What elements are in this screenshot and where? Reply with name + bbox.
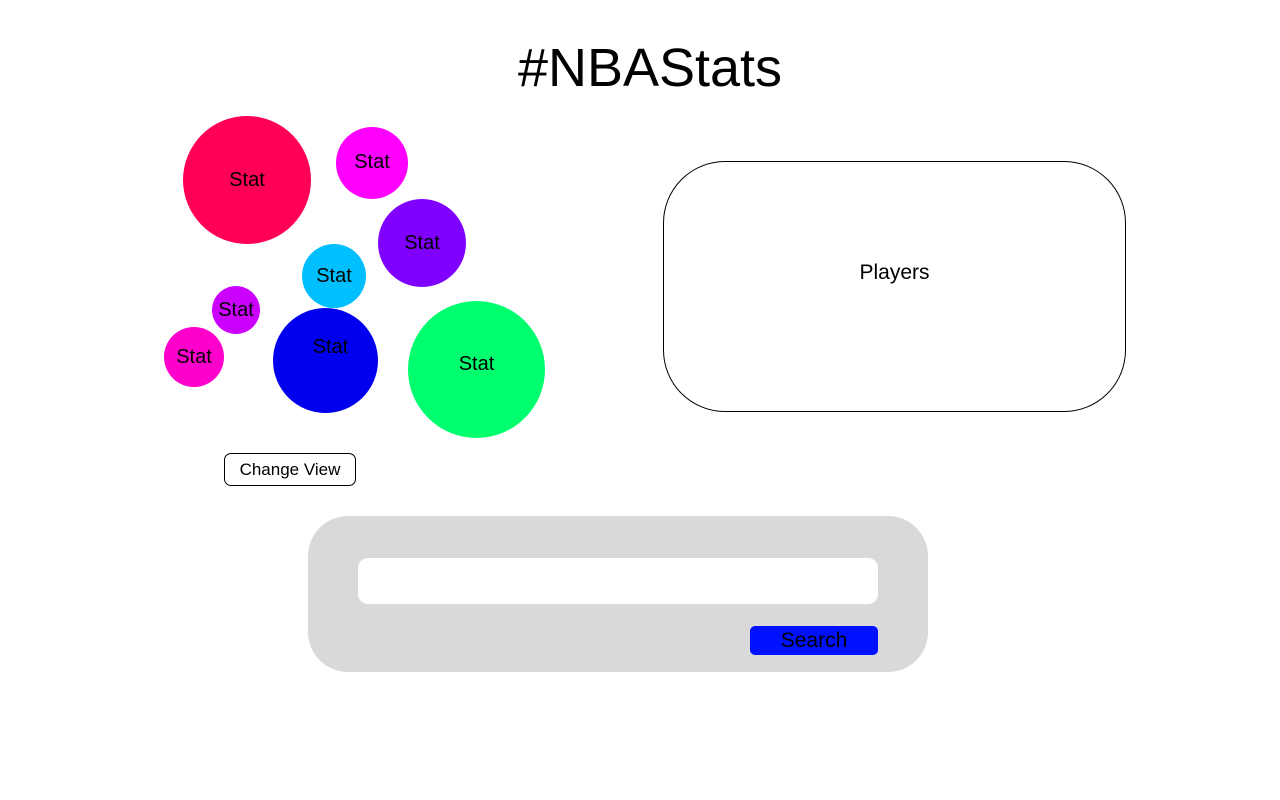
stat-bubble-label: Stat [354,151,390,173]
stat-bubble[interactable]: Stat [408,301,545,438]
stat-bubble[interactable]: Stat [302,244,366,308]
stat-bubble-label: Stat [458,353,495,375]
page-title: #NBAStats [517,38,783,98]
players-panel[interactable]: Players [663,161,1126,412]
stat-bubble-label: Stat [218,298,254,321]
players-label: Players [859,260,930,284]
stat-bubble[interactable]: Stat [212,286,260,334]
change-view-button[interactable]: Change View [224,453,356,486]
stat-bubble[interactable]: Stat [164,327,224,387]
stat-bubble-label: Stat [312,336,349,358]
stat-bubble-label: Stat [316,264,352,287]
stat-bubble-label: Stat [229,168,265,191]
stat-bubble-label: Stat [176,345,212,368]
stat-bubble[interactable]: Stat [273,308,378,413]
stat-bubble-label: Stat [404,231,440,254]
stat-bubble[interactable]: Stat [336,127,408,199]
stat-bubble[interactable]: Stat [378,199,466,287]
search-panel: Search [308,516,928,672]
search-input[interactable] [358,558,878,604]
stat-bubble[interactable]: Stat [183,116,311,244]
search-button[interactable]: Search [750,626,878,655]
